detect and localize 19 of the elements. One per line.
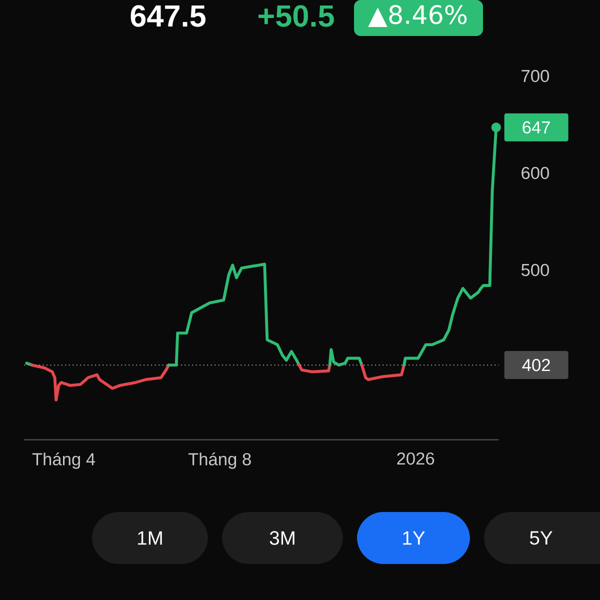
y-tick-label: 500 [521,264,550,276]
text: 5Y [530,531,552,545]
line-series [360,364,406,382]
x-tick-label: Tháng 8 [188,452,251,469]
ref-line-label: 402 [522,358,550,372]
y-tick-label: 700 [522,70,550,82]
line-series [328,348,364,367]
text: 647.5 [130,5,206,27]
y-tick-label: 600 [522,166,550,180]
text: 1Y [403,531,425,545]
text: ▲8.46% [368,5,467,27]
line-series [298,364,332,374]
text: 1M [138,531,162,545]
annotation: 647 [522,121,550,134]
line-series [30,364,170,402]
text: 3M [270,531,294,545]
text: +50.5 [258,5,334,27]
x-tick-label: 2026 [397,452,434,465]
x-tick-label: Tháng 4 [32,452,96,469]
